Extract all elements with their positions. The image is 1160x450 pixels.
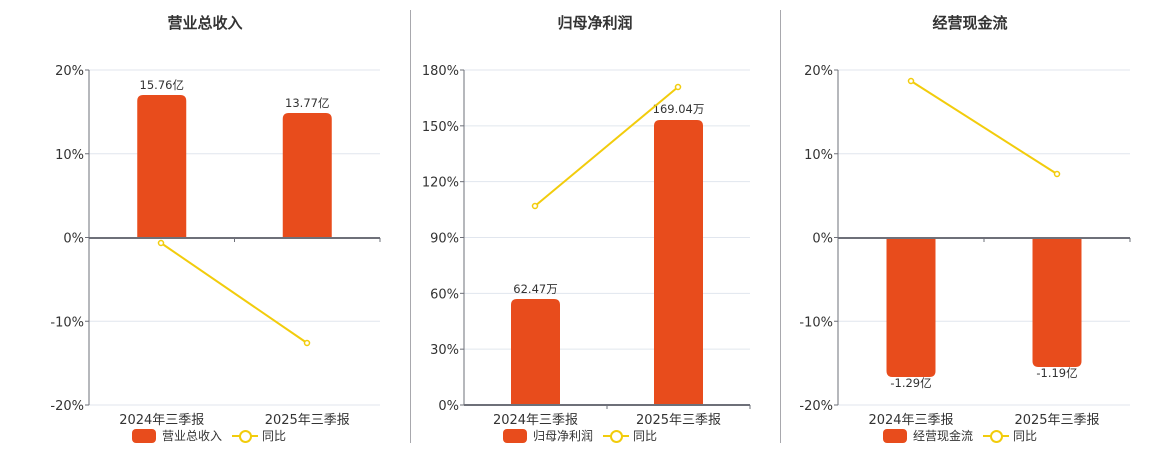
legend-bar-swatch xyxy=(503,428,527,443)
yoy-point[interactable] xyxy=(531,202,539,210)
y-tick-label: 120% xyxy=(422,176,459,191)
x-tick-label: 2025年三季报 xyxy=(265,413,350,428)
y-tick-label: 90% xyxy=(430,232,459,247)
x-tick-label: 2025年三季报 xyxy=(1014,413,1099,428)
legend-line-label[interactable]: 同比 xyxy=(1013,429,1038,443)
chart-title: 营业总收入 xyxy=(167,14,243,32)
bar-value-label: 62.47万 xyxy=(513,282,557,296)
chart-panel-revenue: 营业总收入 xyxy=(0,0,410,450)
legend[interactable]: 归母净利润 同比 xyxy=(503,427,657,444)
y-tick-label: -20% xyxy=(50,399,84,414)
bar-value-label: 169.04万 xyxy=(653,102,705,116)
yoy-point[interactable] xyxy=(1053,170,1061,178)
legend-line-circle-icon xyxy=(603,429,630,443)
y-tick-label: 180% xyxy=(422,64,459,79)
y-tick-label: 150% xyxy=(422,120,459,135)
bar[interactable] xyxy=(886,238,936,377)
y-tick-label: 30% xyxy=(430,343,459,358)
bar[interactable] xyxy=(137,95,187,238)
y-tick-label: 60% xyxy=(430,287,459,302)
legend-line-circle-icon xyxy=(232,429,259,443)
bar-value-label: 13.77亿 xyxy=(285,96,329,110)
legend-bar-label[interactable]: 营业总收入 xyxy=(162,429,223,443)
y-tick-label: -20% xyxy=(799,399,833,414)
yoy-point[interactable] xyxy=(907,77,915,85)
legend[interactable]: 经营现金流 同比 xyxy=(883,427,1037,444)
legend[interactable]: 营业总收入 同比 xyxy=(132,427,286,444)
bar[interactable] xyxy=(511,299,560,405)
y-tick-label: -10% xyxy=(50,315,84,330)
y-tick-label: 0% xyxy=(812,232,833,247)
yoy-point[interactable] xyxy=(303,339,311,347)
chart-panel-net-profit: 归母净利润 xyxy=(410,0,780,450)
x-tick-label: 2025年三季报 xyxy=(636,413,721,428)
legend-bar-label[interactable]: 经营现金流 xyxy=(913,429,974,443)
yoy-line xyxy=(534,86,679,207)
y-tick-label: 20% xyxy=(804,64,833,79)
panel-divider xyxy=(780,10,781,443)
legend-bar-swatch xyxy=(132,428,156,443)
y-tick-label: 10% xyxy=(55,148,84,163)
x-tick-label: 2024年三季报 xyxy=(868,413,953,428)
y-tick-label: -10% xyxy=(799,315,833,330)
bar[interactable] xyxy=(282,113,332,238)
y-tick-label: 0% xyxy=(63,232,84,247)
chart-title: 经营现金流 xyxy=(932,14,1008,32)
yoy-point[interactable] xyxy=(674,83,682,91)
legend-line-label[interactable]: 同比 xyxy=(262,429,287,443)
yoy-line xyxy=(910,80,1058,175)
bar[interactable] xyxy=(1032,238,1082,367)
chart-panel-operating-cashflow: 经营现金流 xyxy=(780,0,1160,450)
legend-line-circle-icon xyxy=(983,429,1010,443)
x-tick-label: 2024年三季报 xyxy=(119,413,204,428)
legend-bar-swatch xyxy=(883,428,907,443)
yoy-line xyxy=(160,242,308,344)
y-tick-label: 10% xyxy=(804,148,833,163)
bar-value-label: -1.29亿 xyxy=(890,376,931,390)
bar-value-label: -1.19亿 xyxy=(1036,366,1077,380)
x-tick-label: 2024年三季报 xyxy=(493,413,578,428)
y-tick-label: 20% xyxy=(55,64,84,79)
bar[interactable] xyxy=(654,120,703,405)
bar-value-label: 15.76亿 xyxy=(140,78,184,92)
legend-line-label[interactable]: 同比 xyxy=(633,429,658,443)
legend-bar-label[interactable]: 归母净利润 xyxy=(533,429,594,443)
y-tick-label: 0% xyxy=(438,399,459,414)
chart-title: 归母净利润 xyxy=(557,14,633,32)
panel-divider xyxy=(410,10,411,443)
yoy-point[interactable] xyxy=(157,239,165,247)
